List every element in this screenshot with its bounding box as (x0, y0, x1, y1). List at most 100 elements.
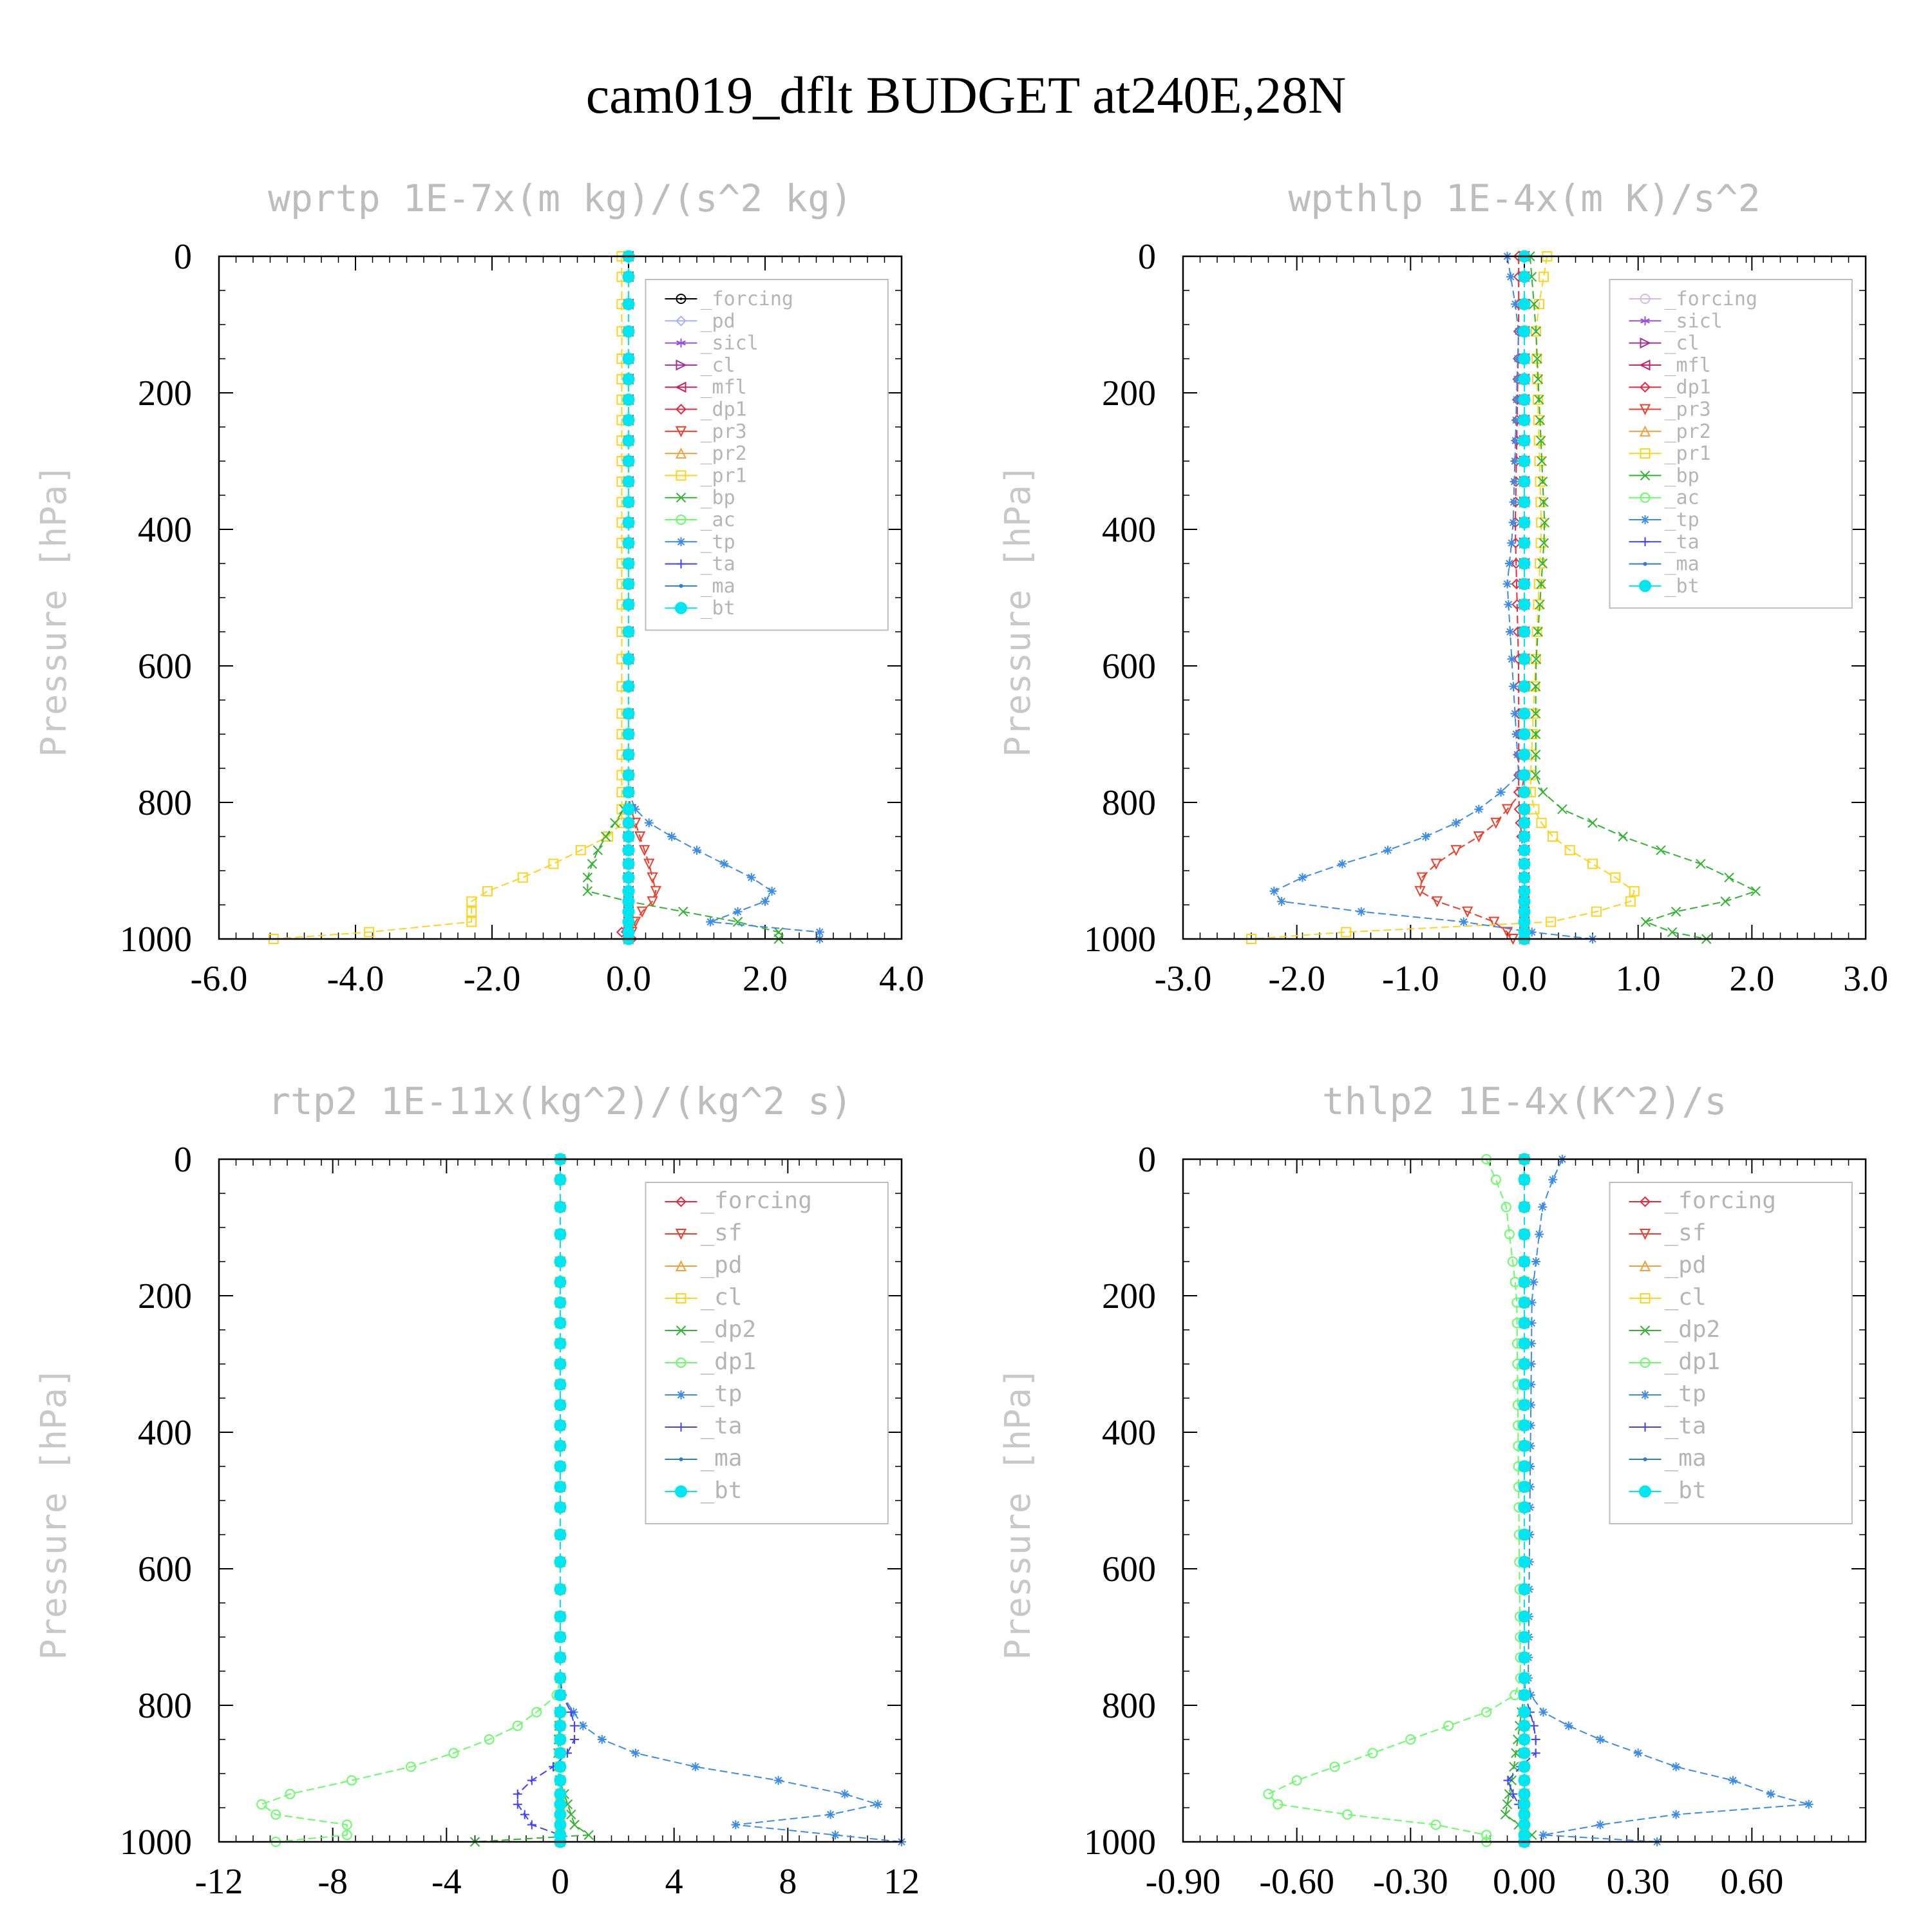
legend-label: _ta (1665, 531, 1700, 553)
legend-marker (675, 381, 687, 393)
data-point (1518, 885, 1531, 898)
series_bt (1518, 1153, 1531, 1848)
data-point (466, 906, 477, 917)
data-point (1526, 1359, 1536, 1368)
x-tick-label: 4.0 (879, 959, 924, 999)
data-point (1518, 786, 1531, 799)
data-point (346, 1775, 357, 1786)
legend-marker (1640, 1196, 1651, 1208)
data-point (1518, 1672, 1531, 1685)
data-point (643, 858, 655, 870)
series-line (260, 1159, 561, 1842)
data-point (1518, 857, 1531, 870)
y-tick-label: 0 (174, 1140, 192, 1180)
legend-marker (675, 1485, 687, 1498)
data-point (1507, 1256, 1518, 1267)
data-point (1518, 1358, 1531, 1370)
data-point (554, 1808, 567, 1821)
data-point (484, 1734, 495, 1745)
legend-label: _pd (701, 1252, 743, 1278)
data-point (1720, 896, 1730, 907)
data-point (1273, 1799, 1283, 1810)
data-point (1518, 352, 1531, 365)
legend-marker (1639, 1485, 1651, 1498)
y-tick-label: 600 (138, 647, 192, 687)
data-point (554, 1296, 567, 1309)
data-point (1526, 1379, 1536, 1389)
data-point (1511, 1748, 1521, 1758)
plot-frame (218, 1158, 903, 1843)
data-point (1518, 916, 1531, 928)
data-point (622, 728, 635, 741)
data-point (1518, 325, 1531, 338)
data-point (554, 1501, 567, 1514)
data-point (622, 905, 635, 918)
data-point (1766, 1789, 1776, 1799)
panel-wpthlp: wpthlp 1E-4x(m K)/s^2 Pressure [hPa] -3.0 -… (998, 176, 1888, 999)
data-point (582, 872, 593, 883)
data-point (1518, 413, 1531, 426)
plot-frame (1182, 1158, 1867, 1843)
legend-label: _ma (1665, 1445, 1707, 1472)
data-point (566, 1707, 576, 1717)
data-point (1618, 831, 1628, 842)
data-point (622, 871, 635, 884)
data-point (1530, 681, 1541, 692)
y-tick-label: 600 (1102, 647, 1156, 687)
data-point (1509, 497, 1519, 507)
x-tick-label: -0.60 (1259, 1862, 1334, 1902)
series_bp (1525, 251, 1761, 944)
legend-marker (1643, 562, 1647, 566)
data-point (622, 393, 635, 406)
legend-label: _bp (1665, 464, 1700, 487)
data-point (1507, 538, 1517, 548)
panel-title: wpthlp 1E-4x(m K)/s^2 (1288, 176, 1760, 220)
data-point (622, 857, 635, 870)
legend-marker-center (679, 298, 683, 300)
series-line (1273, 256, 1593, 940)
legend-marker (676, 1293, 687, 1303)
data-point (826, 1810, 835, 1819)
data-point (1518, 830, 1531, 843)
data-point (1518, 871, 1531, 884)
data-point (1518, 1788, 1531, 1801)
data-point (622, 803, 635, 816)
data-point (1431, 896, 1443, 907)
data-point (1526, 1690, 1535, 1700)
data-point (1532, 374, 1543, 384)
data-point (1587, 818, 1598, 828)
legend-marker (675, 1229, 687, 1240)
data-point (1518, 1173, 1531, 1186)
data-point (1531, 1748, 1540, 1758)
legend-label: _cl (701, 354, 735, 377)
data-point (1518, 1631, 1531, 1643)
data-point (1490, 817, 1502, 829)
data-point (1538, 1202, 1548, 1212)
data-point (1518, 652, 1531, 665)
x-tick-label: 8 (779, 1862, 797, 1902)
legend-label: _bt (1665, 575, 1700, 598)
data-point (622, 769, 635, 782)
data-point (1527, 1339, 1537, 1349)
data-point (622, 496, 635, 509)
data-point (1535, 476, 1546, 487)
data-point (1557, 804, 1567, 815)
data-point (1490, 1174, 1501, 1185)
series-line (1267, 1159, 1521, 1842)
x-tick-label: -2.0 (1268, 959, 1325, 999)
y-axis-label: Pressure [hPa] (33, 464, 74, 757)
data-point (873, 1799, 883, 1809)
data-point (773, 1776, 783, 1785)
data-point (1341, 927, 1352, 938)
data-point (1548, 831, 1558, 842)
legend-marker (1640, 1293, 1651, 1303)
data-point (1414, 886, 1426, 898)
series_pr3 (1414, 251, 1530, 945)
legend-marker (1639, 1260, 1651, 1271)
data-point (1518, 817, 1531, 829)
data-point (1430, 858, 1442, 870)
data-point (1539, 497, 1549, 507)
data-point (1587, 858, 1598, 869)
data-point (554, 1689, 567, 1701)
data-point (1533, 415, 1544, 426)
